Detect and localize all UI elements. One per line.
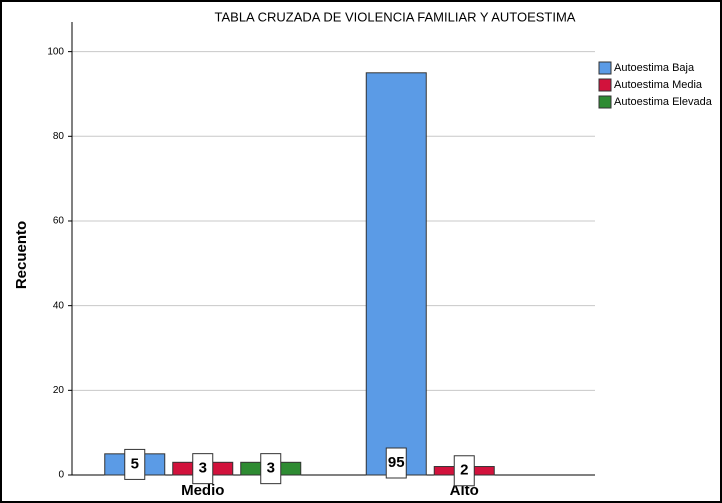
legend-swatch <box>598 61 612 75</box>
data-label: 5 <box>131 455 139 472</box>
bar <box>365 72 427 476</box>
y-tick-label: 0 <box>58 470 64 481</box>
data-label: 3 <box>199 460 207 477</box>
data-label-box <box>192 453 214 485</box>
legend-swatch <box>598 78 612 92</box>
y-tick-label: 100 <box>47 46 64 57</box>
y-tick-label: 40 <box>53 300 65 311</box>
y-tick-label: 60 <box>53 216 65 227</box>
chart-title: TABLA CRUZADA DE VIOLENCIA FAMILIAR Y AU… <box>215 9 576 24</box>
y-tick-label: 20 <box>53 385 65 396</box>
data-label: 95 <box>388 454 405 471</box>
legend-label: Autoestima Elevada <box>614 96 713 108</box>
data-label-box <box>260 453 282 485</box>
data-label-box <box>453 455 475 487</box>
y-axis-label: Recuento <box>13 221 30 289</box>
y-tick-label: 80 <box>53 131 65 142</box>
legend-label: Autoestima Baja <box>614 62 695 74</box>
legend-label: Autoestima Media <box>614 79 703 91</box>
legend-swatch <box>598 95 612 109</box>
data-label-box <box>385 447 407 479</box>
data-label-box <box>124 448 146 480</box>
data-label: 3 <box>267 460 275 477</box>
data-label: 2 <box>460 462 468 479</box>
x-tick-label: Medio <box>181 482 224 499</box>
